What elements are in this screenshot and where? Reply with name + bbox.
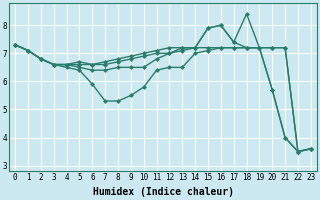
X-axis label: Humidex (Indice chaleur): Humidex (Indice chaleur) [92, 187, 234, 197]
